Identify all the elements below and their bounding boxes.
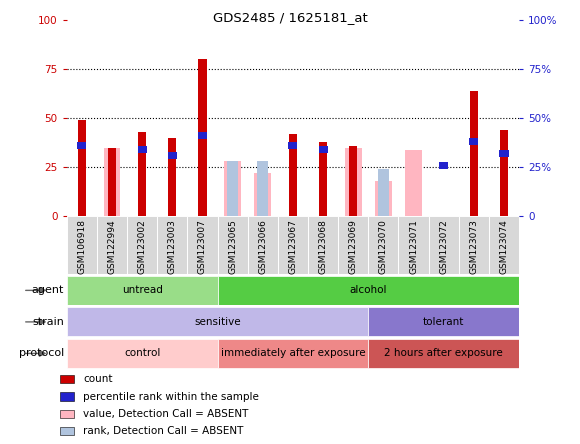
- Bar: [368, 307, 519, 337]
- Bar: [278, 216, 308, 274]
- Bar: [308, 216, 338, 274]
- Bar: [469, 138, 478, 145]
- Bar: [227, 161, 238, 216]
- Bar: [470, 91, 478, 216]
- Text: sensitive: sensitive: [194, 317, 241, 327]
- Bar: [288, 142, 298, 149]
- Bar: [67, 276, 218, 305]
- Bar: [459, 216, 489, 274]
- Bar: [338, 216, 368, 274]
- Text: GSM123071: GSM123071: [409, 219, 418, 274]
- Text: untread: untread: [122, 285, 162, 295]
- Bar: [248, 216, 278, 274]
- Bar: [318, 146, 328, 153]
- Bar: [157, 216, 187, 274]
- Bar: [187, 216, 218, 274]
- Bar: [104, 147, 120, 216]
- Bar: [375, 181, 392, 216]
- Bar: [499, 150, 509, 157]
- Bar: [489, 216, 519, 274]
- Text: GDS2485 / 1625181_at: GDS2485 / 1625181_at: [213, 11, 367, 24]
- Bar: [108, 147, 116, 216]
- Bar: [429, 216, 459, 274]
- Text: GSM106918: GSM106918: [77, 219, 86, 274]
- Bar: [67, 307, 368, 337]
- Bar: [137, 146, 147, 153]
- Bar: [168, 138, 176, 216]
- Bar: [60, 392, 74, 400]
- Text: rank, Detection Call = ABSENT: rank, Detection Call = ABSENT: [83, 426, 244, 436]
- Bar: [67, 216, 97, 274]
- Bar: [255, 173, 271, 216]
- Text: alcohol: alcohol: [350, 285, 387, 295]
- Bar: [198, 132, 207, 139]
- Bar: [67, 339, 218, 368]
- Text: GSM123067: GSM123067: [288, 219, 298, 274]
- Bar: [439, 162, 448, 169]
- Bar: [218, 276, 519, 305]
- Text: immediately after exposure: immediately after exposure: [220, 349, 365, 358]
- Text: GSM123072: GSM123072: [439, 219, 448, 274]
- Bar: [398, 216, 429, 274]
- Bar: [368, 339, 519, 368]
- Text: GSM123002: GSM123002: [137, 219, 147, 274]
- Bar: [60, 410, 74, 418]
- Bar: [345, 147, 361, 216]
- Text: count: count: [83, 374, 113, 385]
- Text: GSM123003: GSM123003: [168, 219, 177, 274]
- Bar: [60, 375, 74, 384]
- Text: GSM123007: GSM123007: [198, 219, 207, 274]
- Bar: [218, 216, 248, 274]
- Text: GSM123066: GSM123066: [258, 219, 267, 274]
- Bar: [78, 120, 86, 216]
- Text: GSM123074: GSM123074: [499, 219, 509, 274]
- Bar: [258, 161, 268, 216]
- Bar: [60, 427, 74, 435]
- Bar: [168, 152, 177, 159]
- Text: GSM123070: GSM123070: [379, 219, 388, 274]
- Bar: [77, 142, 86, 149]
- Bar: [224, 161, 241, 216]
- Text: value, Detection Call = ABSENT: value, Detection Call = ABSENT: [83, 409, 248, 419]
- Bar: [500, 130, 508, 216]
- Bar: [127, 216, 157, 274]
- Text: 2 hours after exposure: 2 hours after exposure: [385, 349, 503, 358]
- Text: GSM122994: GSM122994: [107, 219, 117, 274]
- Bar: [218, 339, 368, 368]
- Bar: [319, 142, 327, 216]
- Text: protocol: protocol: [19, 349, 64, 358]
- Text: GSM123073: GSM123073: [469, 219, 478, 274]
- Bar: [289, 134, 297, 216]
- Bar: [97, 216, 127, 274]
- Text: GSM123068: GSM123068: [318, 219, 328, 274]
- Text: GSM123065: GSM123065: [228, 219, 237, 274]
- Bar: [378, 169, 389, 216]
- Bar: [138, 132, 146, 216]
- Text: agent: agent: [31, 285, 64, 295]
- Bar: [198, 59, 206, 216]
- Text: percentile rank within the sample: percentile rank within the sample: [83, 392, 259, 401]
- Bar: [405, 150, 422, 216]
- Text: GSM123069: GSM123069: [349, 219, 358, 274]
- Text: strain: strain: [32, 317, 64, 327]
- Text: tolerant: tolerant: [423, 317, 465, 327]
- Text: control: control: [124, 349, 160, 358]
- Bar: [368, 216, 398, 274]
- Bar: [349, 146, 357, 216]
